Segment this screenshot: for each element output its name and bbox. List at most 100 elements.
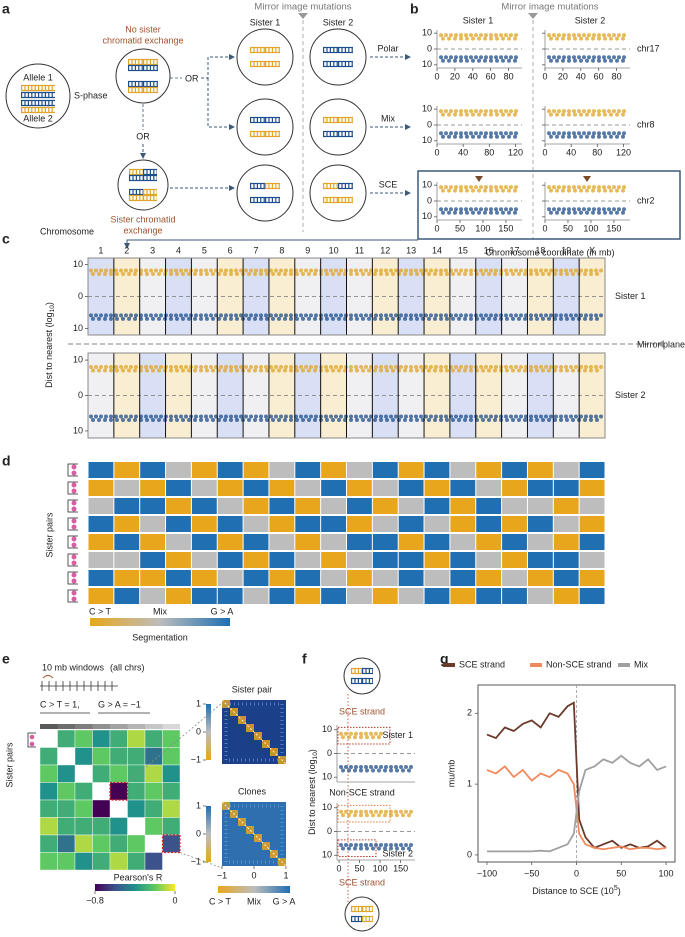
x-tick-label: 100 xyxy=(583,223,598,233)
segment-cell xyxy=(450,498,476,514)
segment-cell xyxy=(476,588,502,604)
segment-cell xyxy=(502,516,527,532)
colorbar xyxy=(90,618,230,626)
chromosome-label: 1 xyxy=(98,245,103,255)
label: S-phase xyxy=(74,90,108,100)
label: G > A xyxy=(211,606,234,616)
x-tick-label: 120 xyxy=(508,147,523,157)
segment-cell xyxy=(269,570,295,586)
label: Segmentation xyxy=(132,632,188,642)
label-part: Dist to nearest (log xyxy=(44,312,54,388)
segment-cell xyxy=(553,462,579,478)
chromosome-label: 13 xyxy=(406,245,416,255)
segment-cell xyxy=(450,534,476,550)
corr-cell xyxy=(74,817,93,836)
segment-cell xyxy=(191,462,217,478)
label: G > A = −1 xyxy=(98,699,141,709)
corr-cell xyxy=(109,834,128,853)
label-part: Distance to SCE (10 xyxy=(532,886,614,896)
segment-cell xyxy=(140,516,166,532)
cell xyxy=(5,63,71,129)
segment-cell xyxy=(88,570,114,586)
segment-cell xyxy=(321,498,346,514)
colorbar xyxy=(218,886,290,893)
label: Sister 1 xyxy=(250,17,281,27)
corr-cell xyxy=(127,729,146,748)
label: Mix xyxy=(247,896,261,906)
label-part: Dist to nearest (log xyxy=(307,759,317,835)
cell-icon xyxy=(71,542,77,548)
corr-cell xyxy=(144,747,163,766)
y-tick-label: 1 xyxy=(467,778,472,788)
cell-icon xyxy=(71,578,77,584)
y-tick-label: 0 xyxy=(327,748,332,758)
axis-label: Dist to nearest (log10) xyxy=(44,302,55,388)
corr-cell xyxy=(162,764,181,783)
inset-texture xyxy=(224,804,284,864)
corr-cell xyxy=(127,799,146,818)
segment-cell xyxy=(502,498,527,514)
x-tick-label: 0 xyxy=(574,868,579,878)
corr-cell xyxy=(39,747,58,766)
segment-cell xyxy=(424,516,450,532)
corr-cell xyxy=(92,799,111,818)
label: Chromosome xyxy=(40,226,94,236)
segment-cell xyxy=(553,480,579,496)
label: exchange xyxy=(123,225,162,235)
segment-cell xyxy=(347,516,372,532)
chromosome-label: 14 xyxy=(432,245,442,255)
inset-texture xyxy=(246,724,254,732)
segment-cell xyxy=(424,588,450,604)
label: Mirror image mutations xyxy=(501,2,598,13)
label: OR xyxy=(185,73,199,83)
label: Non-SCE strand xyxy=(329,787,395,797)
x-tick-label: 80 xyxy=(504,71,514,81)
label-part: ) xyxy=(44,302,54,305)
corr-cell xyxy=(74,747,93,766)
header-shade xyxy=(75,724,93,729)
legend-swatch xyxy=(530,663,542,667)
segment-cell xyxy=(191,534,217,550)
y-tick-label: 10 xyxy=(73,354,83,364)
x-tick-label: 40 xyxy=(566,147,576,157)
corr-cell xyxy=(74,782,93,801)
label: SCE strand xyxy=(339,877,385,887)
cell-icon xyxy=(29,741,35,747)
label: Allele 2 xyxy=(23,113,53,123)
segment-cell xyxy=(372,462,398,478)
cell xyxy=(236,164,294,222)
chromosome-label: X xyxy=(589,245,595,255)
segment-cell xyxy=(114,498,140,514)
segment-cell xyxy=(166,498,191,514)
segment-cell xyxy=(140,552,166,568)
legend-label: Mix xyxy=(634,659,648,669)
cell-icon xyxy=(71,506,77,512)
y-tick-label: 2 xyxy=(467,708,472,718)
segment-cell xyxy=(295,570,321,586)
segment-cell xyxy=(88,552,114,568)
segment-cell xyxy=(114,588,140,604)
x-tick-label: 0 xyxy=(434,147,439,157)
segment-cell xyxy=(269,534,295,550)
label-part: ) xyxy=(307,749,317,752)
x-tick-label: 1 xyxy=(283,870,288,880)
cell xyxy=(236,28,294,86)
segment-cell xyxy=(114,462,140,478)
header-shade xyxy=(162,724,180,729)
segment-cell xyxy=(140,570,166,586)
segment-cell xyxy=(398,552,424,568)
y-tick-label: 0 xyxy=(427,119,432,129)
segment-cell xyxy=(166,570,191,586)
highlight xyxy=(337,804,391,823)
segment-cell xyxy=(372,480,398,496)
label-part: 5 xyxy=(614,885,618,892)
y-tick-label: 10 xyxy=(322,724,332,734)
highlight xyxy=(337,726,391,745)
cell-icon xyxy=(71,524,77,530)
highlight xyxy=(161,834,181,854)
y-tick-label: 0 xyxy=(427,195,432,205)
segment-cell xyxy=(243,516,269,532)
segment-cell xyxy=(398,462,424,478)
y-tick-label: 10 xyxy=(322,772,332,782)
segment-cell xyxy=(372,588,398,604)
